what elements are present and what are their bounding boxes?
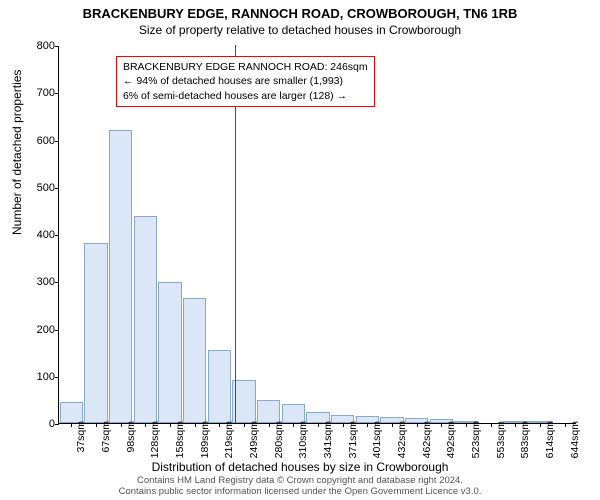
x-tick-mark — [145, 423, 146, 427]
annotation-line: 6% of semi-detached houses are larger (1… — [123, 89, 368, 103]
x-tick-label: 523sqm — [470, 421, 482, 458]
x-tick-mark — [96, 423, 97, 427]
histogram-bar — [232, 380, 255, 423]
y-tick-label: 300 — [21, 276, 55, 288]
y-tick-mark — [55, 282, 59, 283]
y-tick-label: 700 — [21, 87, 55, 99]
x-tick-label: 310sqm — [297, 421, 309, 458]
x-tick-mark — [491, 423, 492, 427]
x-tick-label: 98sqm — [125, 421, 137, 453]
y-tick-label: 400 — [21, 229, 55, 241]
x-tick-mark — [540, 423, 541, 427]
x-tick-mark — [417, 423, 418, 427]
x-tick-mark — [367, 423, 368, 427]
x-tick-label: 614sqm — [544, 421, 556, 458]
x-tick-mark — [219, 423, 220, 427]
histogram-bar — [109, 130, 132, 423]
chart-title: BRACKENBURY EDGE, RANNOCH ROAD, CROWBORO… — [0, 0, 600, 21]
chart-subtitle: Size of property relative to detached ho… — [0, 21, 600, 41]
histogram-bar — [84, 243, 107, 423]
x-tick-label: 583sqm — [519, 421, 531, 458]
histogram-bar — [134, 216, 157, 423]
y-tick-label: 200 — [21, 324, 55, 336]
x-tick-mark — [269, 423, 270, 427]
x-tick-label: 341sqm — [322, 421, 334, 458]
y-tick-label: 600 — [21, 135, 55, 147]
x-tick-label: 492sqm — [445, 421, 457, 458]
footer-attribution: Contains HM Land Registry data © Crown c… — [0, 476, 600, 498]
y-tick-mark — [55, 46, 59, 47]
x-tick-label: 158sqm — [174, 421, 186, 458]
x-tick-label: 249sqm — [248, 421, 260, 458]
x-tick-label: 401sqm — [371, 421, 383, 458]
x-tick-label: 371sqm — [347, 421, 359, 458]
annotation-box: BRACKENBURY EDGE RANNOCH ROAD: 246sqm← 9… — [116, 56, 375, 107]
y-tick-mark — [55, 188, 59, 189]
x-tick-label: 462sqm — [421, 421, 433, 458]
y-tick-mark — [55, 235, 59, 236]
x-tick-mark — [392, 423, 393, 427]
annotation-line: ← 94% of detached houses are smaller (1,… — [123, 74, 368, 88]
x-tick-label: 189sqm — [199, 421, 211, 458]
x-tick-label: 644sqm — [569, 421, 581, 458]
histogram-bar — [183, 298, 206, 423]
x-axis-label: Distribution of detached houses by size … — [0, 460, 600, 474]
x-tick-mark — [343, 423, 344, 427]
histogram-plot-area: 010020030040050060070080037sqm67sqm98sqm… — [58, 46, 576, 424]
y-tick-mark — [55, 330, 59, 331]
footer-line-2: Contains public sector information licen… — [0, 487, 600, 498]
x-tick-mark — [565, 423, 566, 427]
y-tick-mark — [55, 141, 59, 142]
x-tick-label: 432sqm — [396, 421, 408, 458]
x-tick-mark — [466, 423, 467, 427]
x-tick-mark — [121, 423, 122, 427]
x-tick-mark — [293, 423, 294, 427]
x-tick-label: 219sqm — [223, 421, 235, 458]
y-tick-label: 100 — [21, 371, 55, 383]
x-tick-mark — [318, 423, 319, 427]
histogram-bar — [208, 350, 231, 423]
x-tick-mark — [195, 423, 196, 427]
histogram-bar — [257, 400, 280, 423]
x-tick-mark — [170, 423, 171, 427]
x-tick-label: 67sqm — [100, 421, 112, 453]
x-tick-mark — [441, 423, 442, 427]
x-tick-label: 128sqm — [149, 421, 161, 458]
x-tick-label: 280sqm — [273, 421, 285, 458]
y-tick-mark — [55, 93, 59, 94]
y-tick-mark — [55, 377, 59, 378]
x-tick-mark — [71, 423, 72, 427]
y-tick-label: 500 — [21, 182, 55, 194]
histogram-bar — [158, 282, 181, 423]
x-tick-mark — [515, 423, 516, 427]
y-tick-mark — [55, 424, 59, 425]
x-tick-label: 553sqm — [495, 421, 507, 458]
y-tick-label: 0 — [21, 418, 55, 430]
annotation-line: BRACKENBURY EDGE RANNOCH ROAD: 246sqm — [123, 60, 368, 74]
y-tick-label: 800 — [21, 40, 55, 52]
x-tick-mark — [244, 423, 245, 427]
x-tick-label: 37sqm — [75, 421, 87, 453]
